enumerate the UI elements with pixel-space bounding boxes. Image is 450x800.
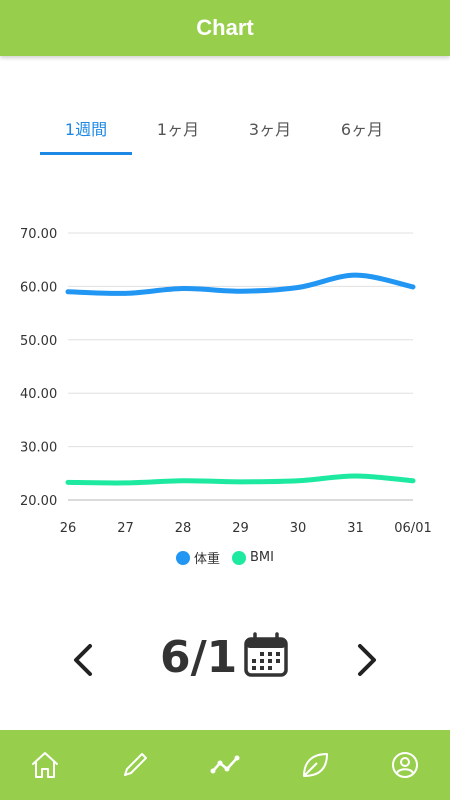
- leaf-icon: [303, 753, 328, 777]
- legend-label-weight: 体重: [194, 552, 221, 567]
- legend-dot-weight: [176, 550, 190, 565]
- calendar-icon[interactable]: [243, 632, 289, 678]
- x-tick-label: 30: [290, 521, 307, 536]
- nav-record[interactable]: [115, 745, 155, 785]
- nav-home[interactable]: [25, 745, 65, 785]
- nav-health[interactable]: [295, 745, 335, 785]
- nav-profile[interactable]: [385, 745, 425, 785]
- legend-label-bmi: BMI: [250, 550, 274, 565]
- period-tabs: 1週間 1ヶ月 3ヶ月 6ヶ月: [0, 106, 450, 156]
- page-title: Chart: [196, 15, 254, 40]
- chart-legend: 体重 BMI: [0, 548, 450, 567]
- x-tick-label: 06/01: [394, 521, 431, 536]
- weight-series-line: [65, 272, 416, 296]
- y-tick-label: 30.00: [20, 441, 57, 456]
- legend-item-bmi[interactable]: BMI: [232, 550, 274, 565]
- x-tick-label: 29: [232, 521, 249, 536]
- x-tick-label: 27: [117, 521, 134, 536]
- y-tick-label: 50.00: [20, 334, 57, 349]
- bottom-navigation: [0, 730, 450, 800]
- tab-6-months[interactable]: 6ヶ月: [340, 120, 384, 139]
- x-tick-label: 26: [60, 521, 77, 536]
- y-tick-label: 20.00: [20, 494, 57, 509]
- x-tick-label: 31: [347, 521, 364, 536]
- next-date-button[interactable]: [346, 640, 386, 680]
- legend-item-weight[interactable]: 体重: [176, 548, 220, 567]
- y-tick-label: 70.00: [20, 227, 57, 242]
- pencil-icon: [124, 753, 147, 776]
- x-tick-label: 28: [175, 521, 192, 536]
- y-tick-label: 60.00: [20, 280, 57, 295]
- active-tab-indicator: [40, 152, 132, 155]
- profile-icon: [392, 752, 418, 778]
- nav-chart[interactable]: [205, 745, 245, 785]
- bmi-series-line: [65, 473, 416, 486]
- home-icon: [32, 752, 58, 778]
- y-tick-label: 40.00: [20, 387, 57, 402]
- tab-1-month[interactable]: 1ヶ月: [156, 120, 200, 139]
- date-navigator: 6/1: [0, 620, 450, 700]
- tab-3-months[interactable]: 3ヶ月: [248, 120, 292, 139]
- current-date: 6/1: [160, 632, 238, 683]
- app-header: Chart: [0, 0, 450, 56]
- chart-line-icon: [210, 755, 240, 774]
- prev-date-button[interactable]: [64, 640, 104, 680]
- legend-dot-bmi: [232, 550, 247, 565]
- tab-1-week[interactable]: 1週間: [64, 120, 108, 139]
